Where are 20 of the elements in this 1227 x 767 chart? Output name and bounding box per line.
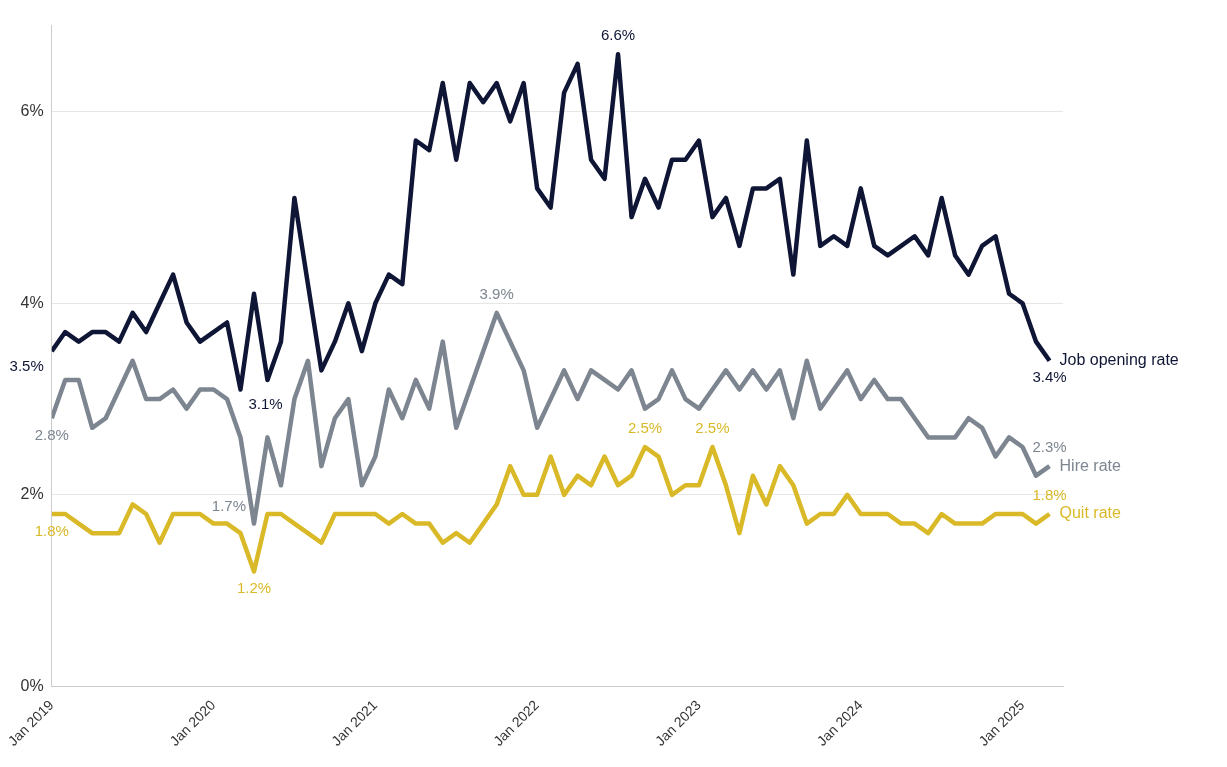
data-label: 2.5% xyxy=(627,418,663,436)
data-label: 1.2% xyxy=(236,579,272,597)
data-label: 2.5% xyxy=(695,418,730,436)
data-label: 3.1% xyxy=(248,395,283,413)
data-label: 6.6% xyxy=(600,25,636,43)
y-tick-label: 2% xyxy=(20,485,44,503)
data-label: 2.3% xyxy=(1032,437,1067,455)
data-label: 1.8% xyxy=(34,521,69,539)
y-tick-label: 6% xyxy=(20,102,44,120)
y-tick-label: 0% xyxy=(20,676,44,694)
data-label: 3.4% xyxy=(1032,368,1067,386)
data-label: 1.7% xyxy=(211,497,246,515)
series-label: Quit rate xyxy=(1059,504,1121,522)
data-label: 2.8% xyxy=(34,425,69,443)
data-label: 3.9% xyxy=(479,284,514,302)
series-label: Hire rate xyxy=(1059,456,1121,474)
data-label: 3.5% xyxy=(9,356,44,374)
series-label: Job opening rate xyxy=(1059,351,1179,369)
data-label: 1.8% xyxy=(1032,485,1067,503)
y-tick-label: 4% xyxy=(20,293,44,311)
